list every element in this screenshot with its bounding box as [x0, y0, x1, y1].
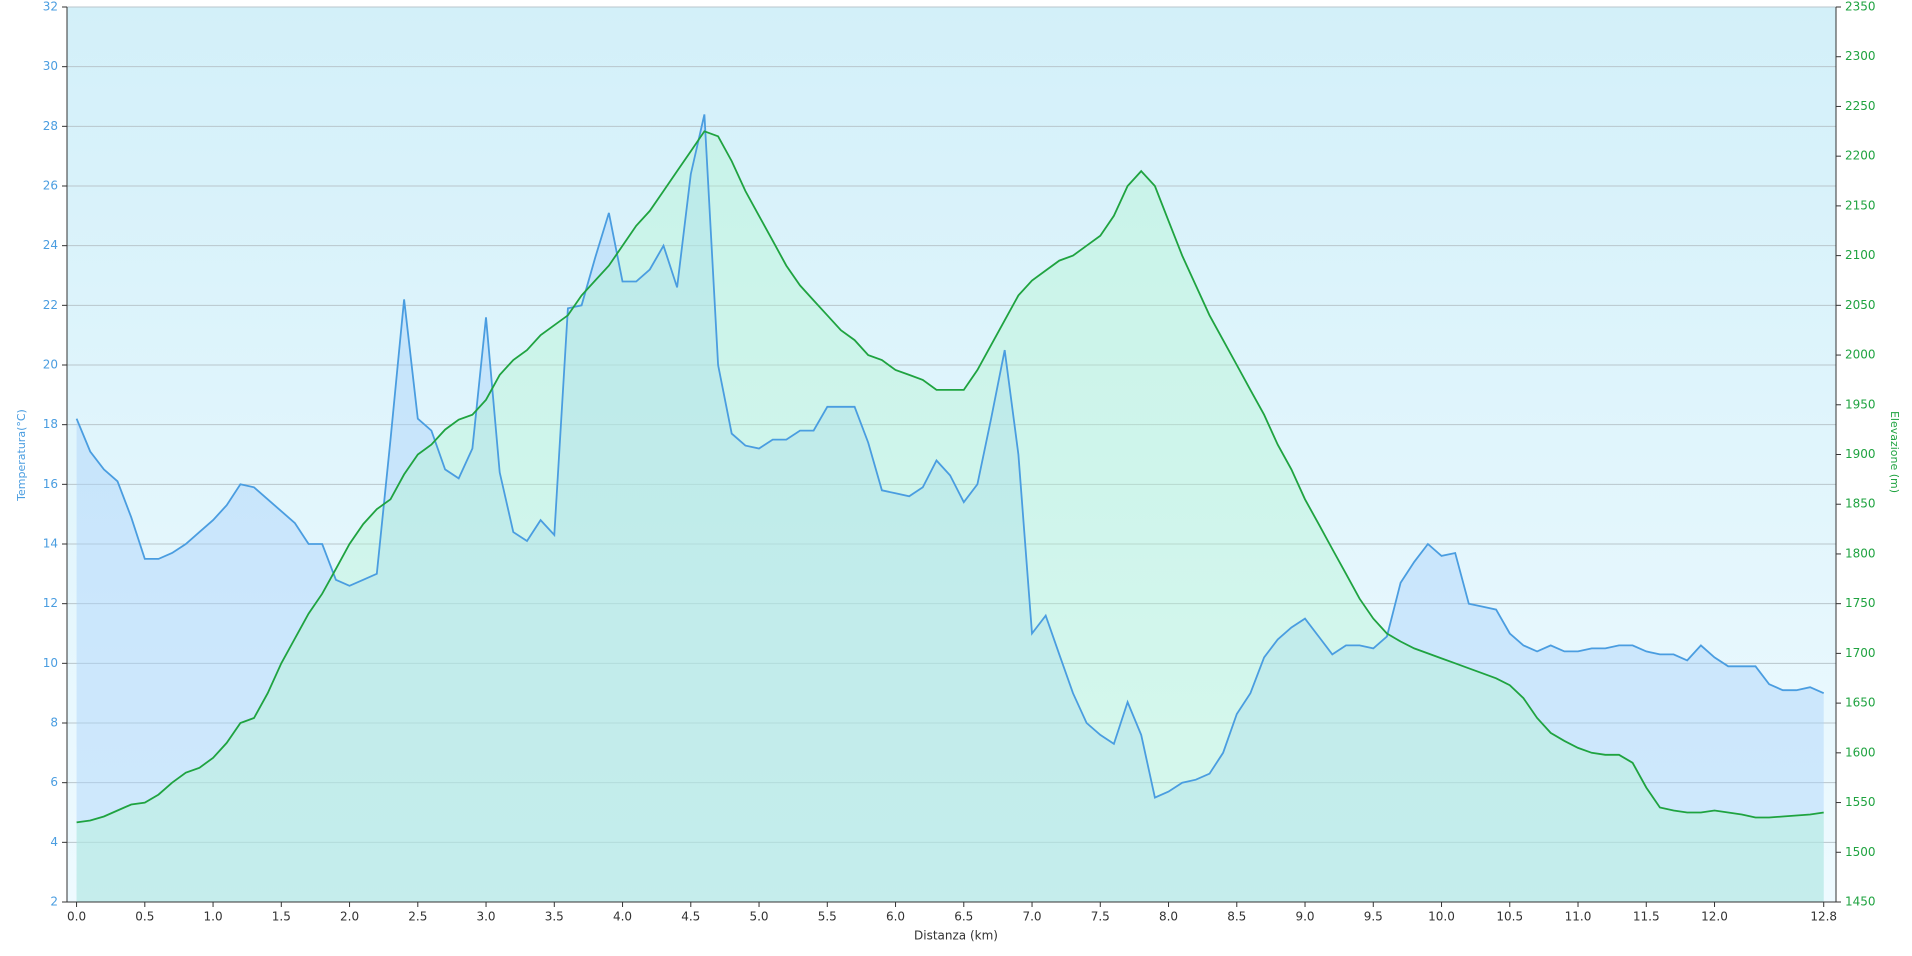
y2-axis-title: Elevazione (m) [1888, 411, 1901, 493]
y2-tick-label: 1600 [1845, 745, 1876, 759]
y2-tick-label: 1800 [1845, 546, 1876, 560]
x-tick-label: 9.0 [1295, 910, 1314, 924]
line [75, 114, 1825, 799]
x-tick-label: 4.5 [681, 910, 700, 924]
x-tick-label: 6.0 [886, 910, 905, 924]
y2-tick-label: 1900 [1845, 447, 1876, 461]
x-tick-label: 10.0 [1428, 910, 1455, 924]
x-tick-label: 1.0 [204, 910, 223, 924]
y2-tick-label: 1550 [1845, 795, 1876, 809]
line [76, 130, 1824, 824]
y-tick-label: 24 [43, 238, 58, 252]
x-tick-label: 3.0 [476, 910, 495, 924]
x-axis-title: Distanza (km) [914, 929, 998, 943]
y-tick-label: 4 [50, 835, 58, 849]
y-tick-label: 2 [50, 895, 58, 909]
y2-tick-label: 2250 [1845, 99, 1876, 113]
y-tick-label: 10 [43, 656, 58, 670]
x-tick-label: 12.0 [1701, 910, 1728, 924]
y2-tick-label: 2300 [1845, 49, 1876, 63]
y2-tick-label: 2150 [1845, 198, 1876, 212]
x-tick-label: 0.5 [135, 910, 154, 924]
x-tick-label: 2.0 [340, 910, 359, 924]
y-tick-label: 18 [43, 417, 58, 431]
y2-tick-label: 1450 [1845, 895, 1876, 909]
y-tick-label: 16 [43, 477, 58, 491]
y-tick-label: 22 [43, 298, 58, 312]
y2-tick-label: 2350 [1845, 0, 1876, 14]
x-tick-label: 8.5 [1227, 910, 1246, 924]
x-tick-label: 11.0 [1565, 910, 1592, 924]
x-tick-label: 4.0 [613, 910, 632, 924]
x-tick-label: 5.0 [749, 910, 768, 924]
x-tick-label: 9.5 [1364, 910, 1383, 924]
plot-background [67, 7, 1836, 902]
x-tick-label: 2.5 [408, 910, 427, 924]
x-tick-label: 0.0 [67, 910, 86, 924]
x-tick-label: 7.0 [1022, 910, 1041, 924]
area [76, 131, 1824, 903]
y2-tick-label: 1700 [1845, 646, 1876, 660]
y-tick-label: 26 [43, 179, 58, 193]
y-axis-title: Temperatura(°C) [15, 409, 28, 502]
y-tick-label: 20 [43, 358, 58, 372]
y2-tick-label: 1950 [1845, 397, 1876, 411]
x-tick-label: 6.5 [954, 910, 973, 924]
x-tick-label: 3.5 [545, 910, 564, 924]
y2-tick-label: 2200 [1845, 149, 1876, 163]
x-tick-label: 8.0 [1159, 910, 1178, 924]
x-tick-label: 12.8 [1810, 910, 1837, 924]
y2-tick-label: 2050 [1845, 298, 1876, 312]
y-tick-label: 6 [50, 775, 58, 789]
y-tick-label: 32 [43, 0, 58, 14]
y2-tick-label: 1850 [1845, 497, 1876, 511]
y-tick-label: 14 [43, 537, 58, 551]
y-tick-label: 30 [43, 59, 58, 73]
y-tick-label: 8 [50, 716, 58, 730]
y-tick-label: 12 [43, 596, 58, 610]
y2-tick-label: 2000 [1845, 348, 1876, 362]
x-tick-label: 7.5 [1091, 910, 1110, 924]
y2-tick-label: 2100 [1845, 248, 1876, 262]
x-tick-label: 10.5 [1496, 910, 1523, 924]
area [76, 114, 1824, 902]
y-tick-label: 28 [43, 119, 58, 133]
y2-tick-label: 1500 [1845, 845, 1876, 859]
x-tick-label: 1.5 [272, 910, 291, 924]
x-tick-label: 5.5 [818, 910, 837, 924]
x-tick-label: 11.5 [1633, 910, 1660, 924]
y2-tick-label: 1650 [1845, 696, 1876, 710]
y2-tick-label: 1750 [1845, 596, 1876, 610]
